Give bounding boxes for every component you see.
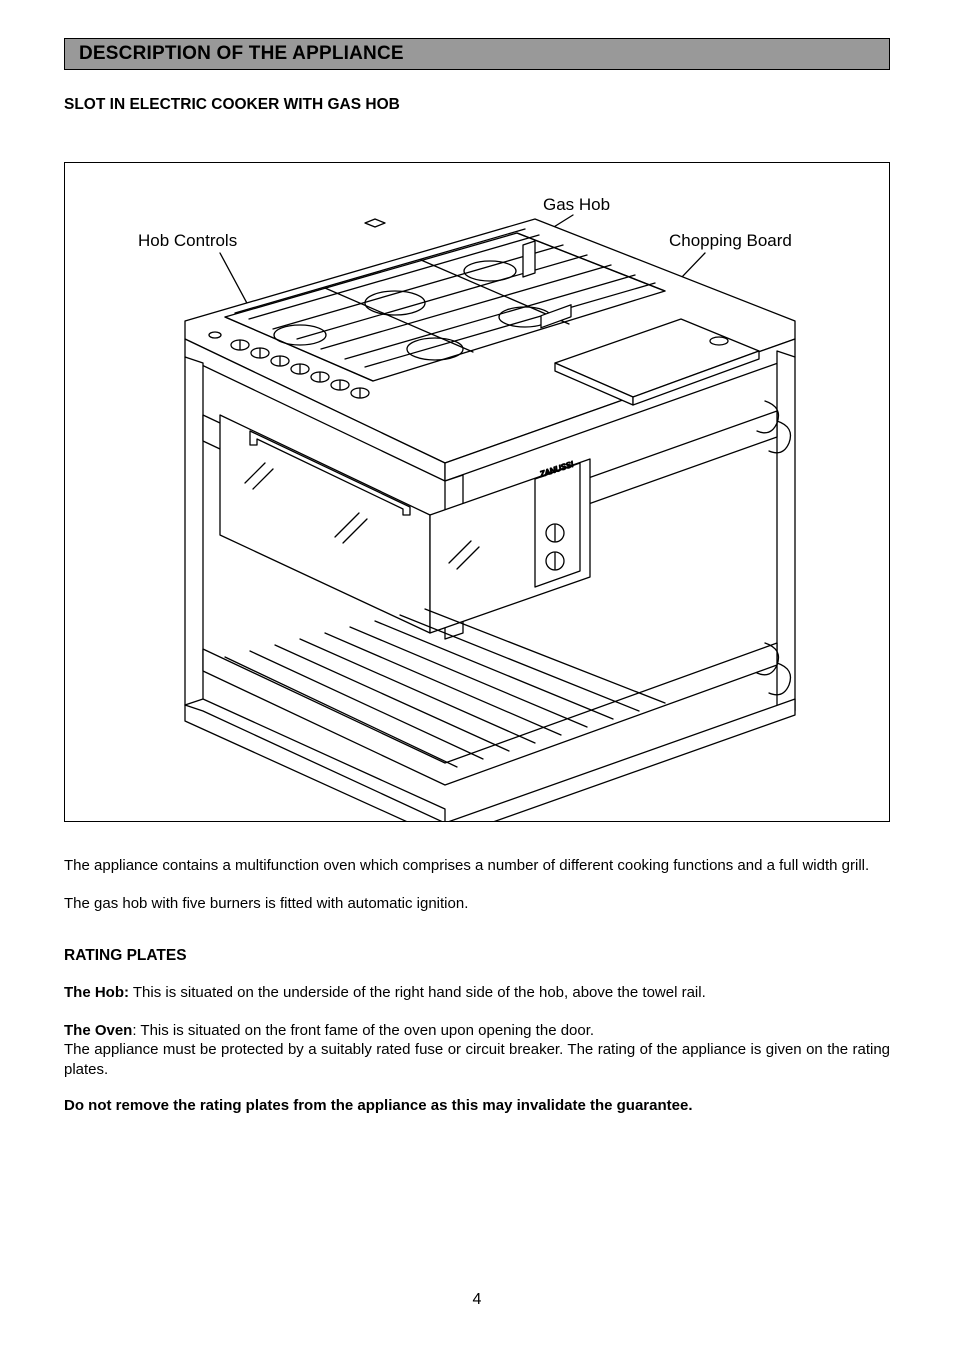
appliance-diagram: Hob Controls Gas Hob Chopping Board: [64, 162, 890, 822]
fuse-text: The appliance must be protected by a sui…: [64, 1040, 890, 1079]
subtitle: SLOT IN ELECTRIC COOKER WITH GAS HOB: [64, 96, 890, 114]
oven-text: : This is situated on the front fame of …: [132, 1022, 594, 1039]
hob-label: The Hob:: [64, 984, 129, 1001]
rating-block: The Hob: This is situated on the undersi…: [64, 983, 890, 1079]
body-p1: The appliance contains a multifunction o…: [64, 856, 890, 876]
rating-heading: RATING PLATES: [64, 947, 890, 965]
section-header: DESCRIPTION OF THE APPLIANCE: [64, 38, 890, 70]
page-number: 4: [0, 1291, 954, 1309]
hob-text: This is situated on the underside of the…: [129, 984, 706, 1001]
oven-label: The Oven: [64, 1022, 132, 1039]
body-p2: The gas hob with five burners is fitted …: [64, 894, 890, 914]
label-hob-controls: Hob Controls: [138, 231, 237, 251]
label-chopping-board: Chopping Board: [669, 231, 792, 251]
cooker-illustration: ZANUSSI: [65, 163, 890, 822]
description-body: The appliance contains a multifunction o…: [64, 856, 890, 913]
label-gas-hob: Gas Hob: [543, 195, 610, 215]
warning-text: Do not remove the rating plates from the…: [64, 1097, 890, 1114]
